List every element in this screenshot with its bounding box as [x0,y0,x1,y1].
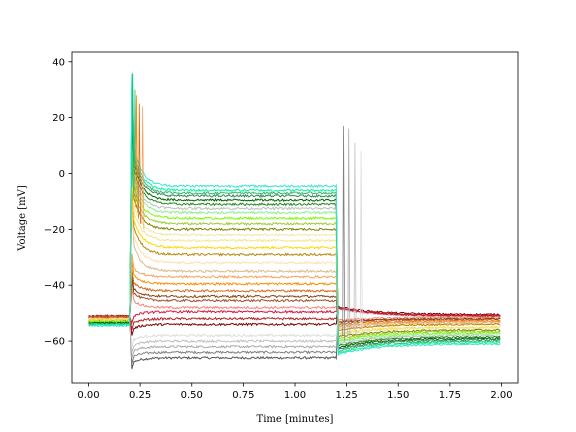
voltage-trace-27 [88,91,501,351]
x-tick-label: 2.00 [490,390,512,401]
voltage-trace-16 [88,179,501,331]
spike-2 [135,95,139,213]
voltage-trace-25 [88,105,501,348]
spike-7 [353,142,357,336]
voltage-trace-22 [88,127,501,342]
voltage-trace-24 [88,112,501,346]
spike-6 [347,128,351,342]
spike-4 [141,106,145,230]
spike-5 [342,126,346,342]
y-tick-label: −20 [44,225,65,236]
y-tick-label: 40 [52,57,65,68]
x-tick-label: 0.50 [181,390,203,401]
y-tick-label: 20 [52,113,65,124]
series-layer [88,72,501,370]
x-tick-label: 0.00 [77,390,99,401]
voltage-trace-30 [88,74,501,357]
voltage-trace-8 [88,288,501,322]
x-tick-label: 0.25 [129,390,151,401]
y-tick-label: 0 [59,169,65,180]
x-tick-label: 0.75 [232,390,254,401]
voltage-trace-28 [88,86,501,353]
y-axis-label: Voltage [mV] [17,185,28,252]
voltage-trace-5 [88,305,501,336]
voltage-trace-7 [88,306,501,325]
x-tick-label: 1.75 [439,390,461,401]
voltage-trace-11 [88,269,501,325]
x-axis-label: Time [minutes] [257,414,334,425]
voltage-trace-14 [88,201,501,329]
x-tick-label: 1.00 [284,390,306,401]
voltage-trace-10 [88,275,501,324]
voltage-trace-18 [88,160,501,335]
spike-0 [131,72,135,194]
y-tick-label: −60 [44,337,65,348]
y-tick-label: −40 [44,281,65,292]
y-axis-ticks: −60 −40 −20 0 20 40 [44,57,72,348]
x-tick-label: 1.50 [387,390,409,401]
voltage-trace-20 [88,143,501,339]
x-axis-ticks: 0.00 0.25 0.50 0.75 1.00 1.25 1.50 1.75 2.00 [77,383,513,401]
spike-8 [359,151,363,333]
voltage-trace-21 [88,135,501,340]
voltage-trace-4 [88,307,501,347]
voltage-trace-19 [88,151,501,337]
voltage-trace-26 [88,98,501,349]
voltage-trace-29 [88,81,501,355]
voltage-trace-23 [88,119,501,344]
x-tick-label: 1.25 [335,390,357,401]
voltage-trace-13 [88,253,501,328]
spike-3 [138,103,141,224]
